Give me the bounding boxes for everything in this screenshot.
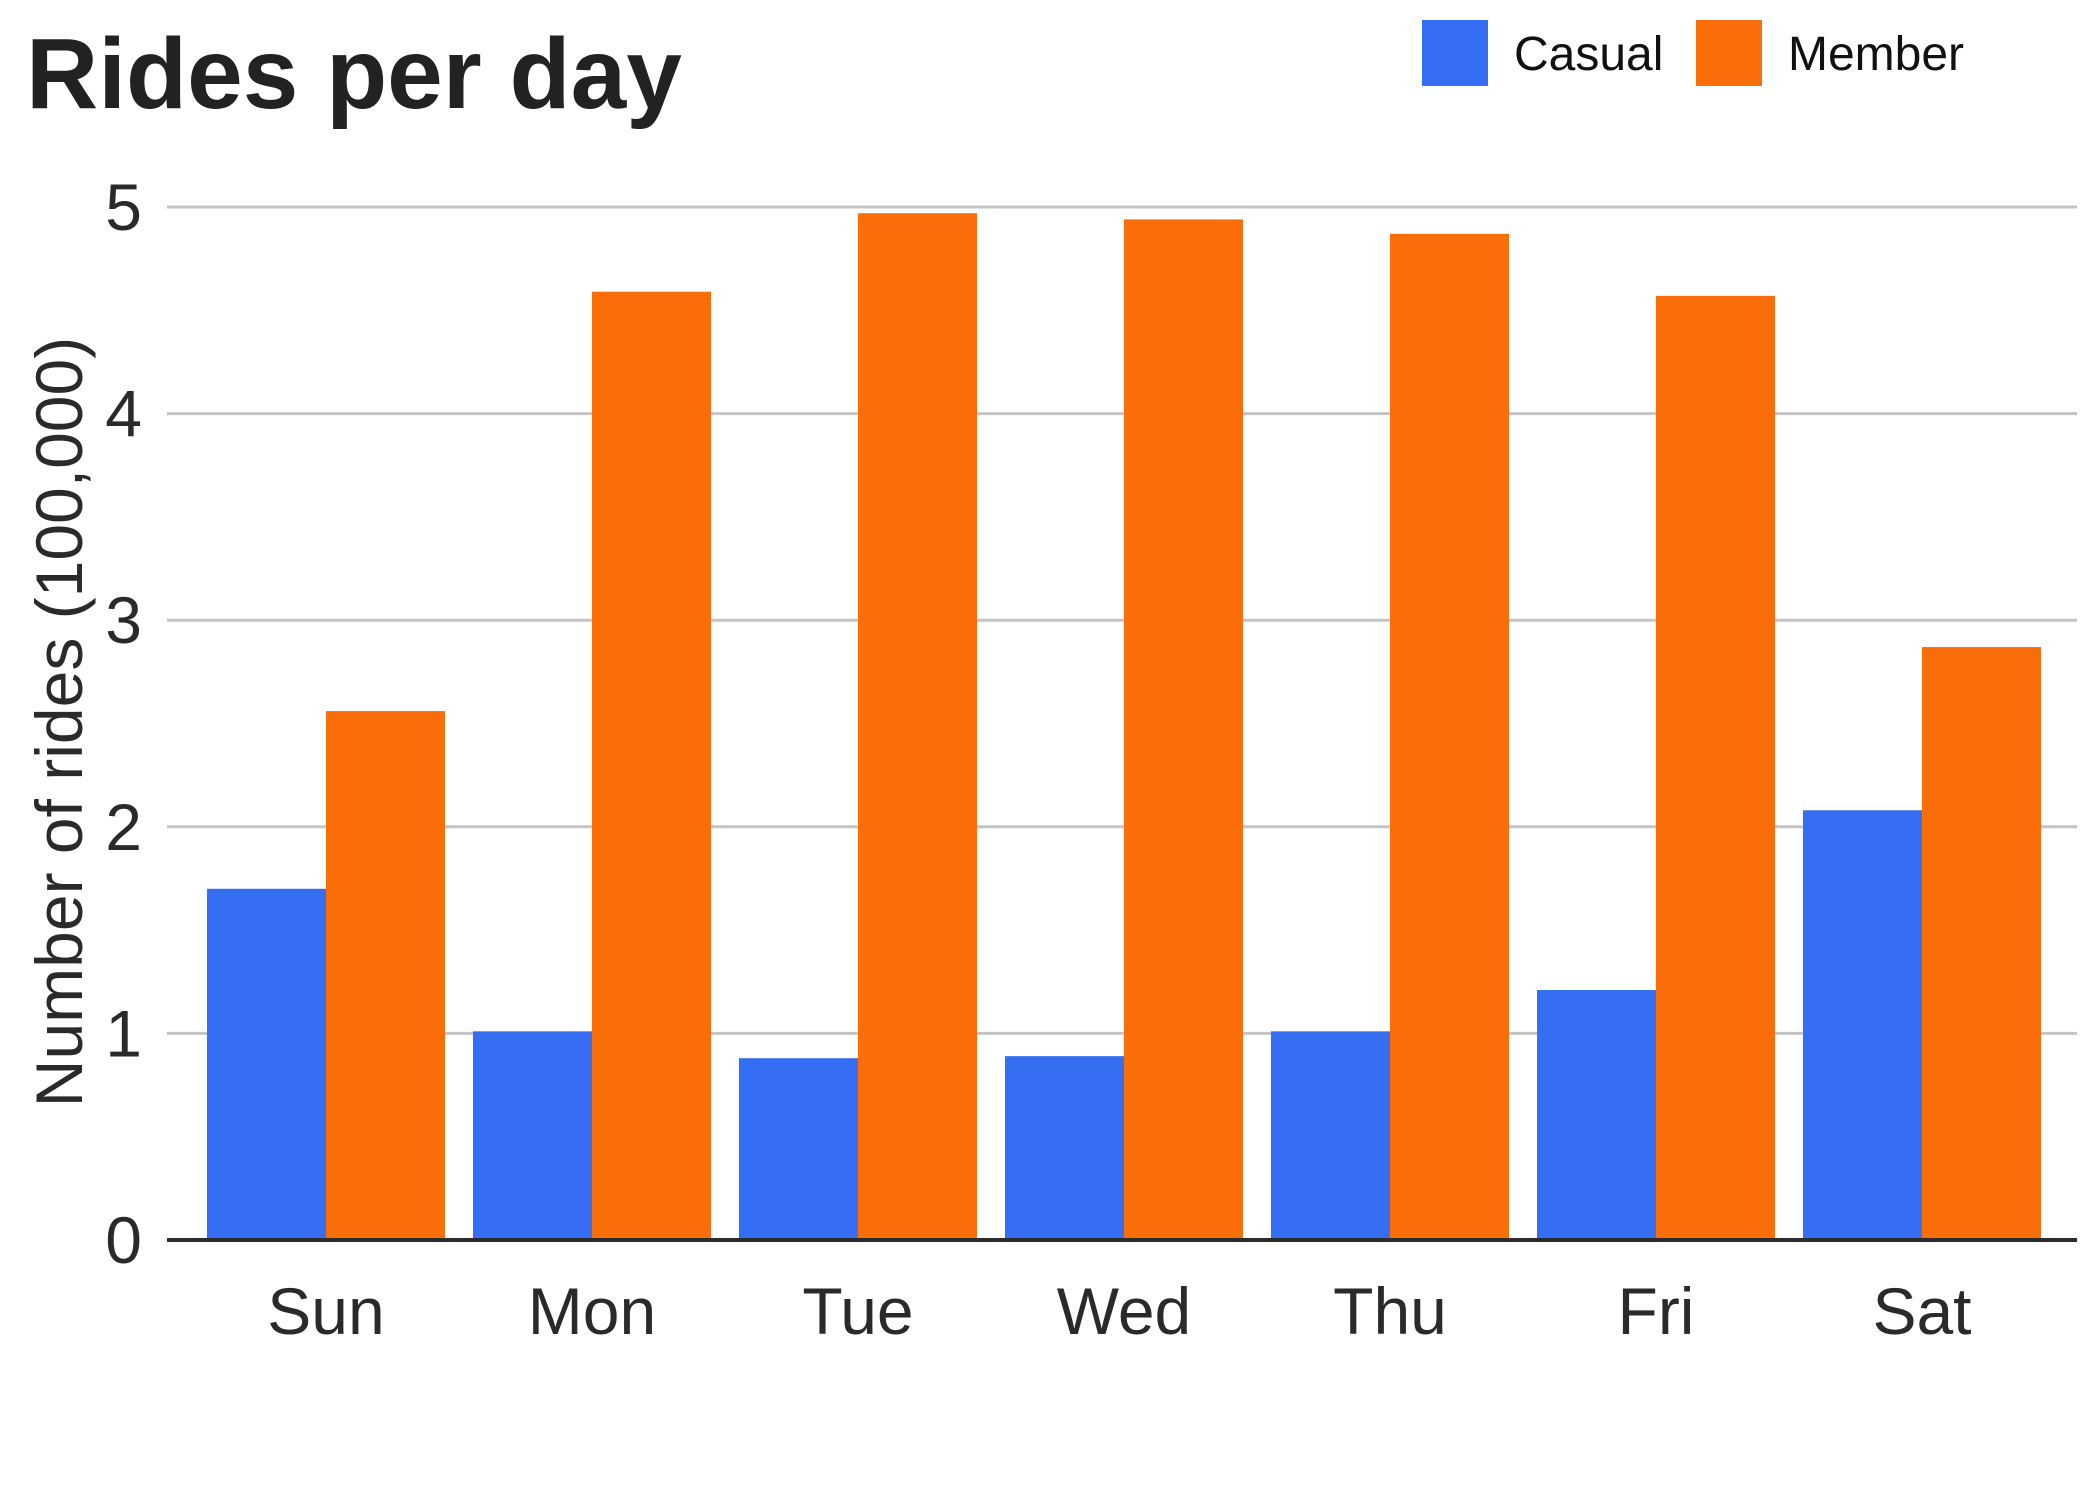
bar-casual-wed — [1005, 1056, 1124, 1240]
chart-title: Rides per day — [26, 18, 682, 130]
bar-casual-tue — [739, 1058, 858, 1240]
y-tick-label: 1 — [105, 996, 142, 1070]
y-tick-label: 0 — [105, 1203, 142, 1277]
legend-swatch-casual — [1422, 20, 1488, 86]
y-tick-label: 2 — [105, 790, 142, 864]
bar-member-thu — [1390, 233, 1509, 1240]
bar-member-mon — [592, 291, 711, 1240]
bar-casual-mon — [473, 1031, 592, 1240]
bar-member-wed — [1124, 219, 1243, 1240]
bar-casual-sat — [1803, 810, 1922, 1240]
x-tick-label: Tue — [802, 1274, 913, 1348]
bar-member-sat — [1922, 647, 2041, 1240]
gridlines — [167, 205, 2077, 1035]
legend-swatch-member — [1696, 20, 1762, 86]
bar-casual-sun — [207, 888, 326, 1240]
bar-casual-thu — [1271, 1031, 1390, 1240]
x-tick-label: Thu — [1333, 1274, 1447, 1348]
y-axis-ticks: 0 1 2 3 4 5 — [105, 170, 142, 1277]
bar-member-sun — [326, 711, 445, 1240]
legend-label-casual: Casual — [1514, 28, 1663, 81]
legend: Casual Member — [1422, 20, 1964, 86]
y-tick-label: 3 — [105, 583, 142, 657]
bars — [207, 213, 2041, 1240]
x-tick-label: Wed — [1057, 1274, 1192, 1348]
bar-member-tue — [858, 213, 977, 1240]
bar-member-fri — [1656, 295, 1775, 1240]
x-tick-label: Sat — [1872, 1274, 1971, 1348]
x-axis-ticks: Sun Mon Tue Wed Thu Fri Sat — [267, 1274, 1971, 1348]
y-tick-label: 5 — [105, 170, 142, 244]
legend-label-member: Member — [1788, 28, 1964, 81]
bar-casual-fri — [1537, 990, 1656, 1240]
y-axis-title: Number of rides (100,000) — [22, 337, 96, 1107]
x-tick-label: Mon — [528, 1274, 656, 1348]
y-tick-label: 4 — [105, 377, 142, 451]
x-tick-label: Fri — [1618, 1274, 1695, 1348]
x-tick-label: Sun — [267, 1274, 384, 1348]
